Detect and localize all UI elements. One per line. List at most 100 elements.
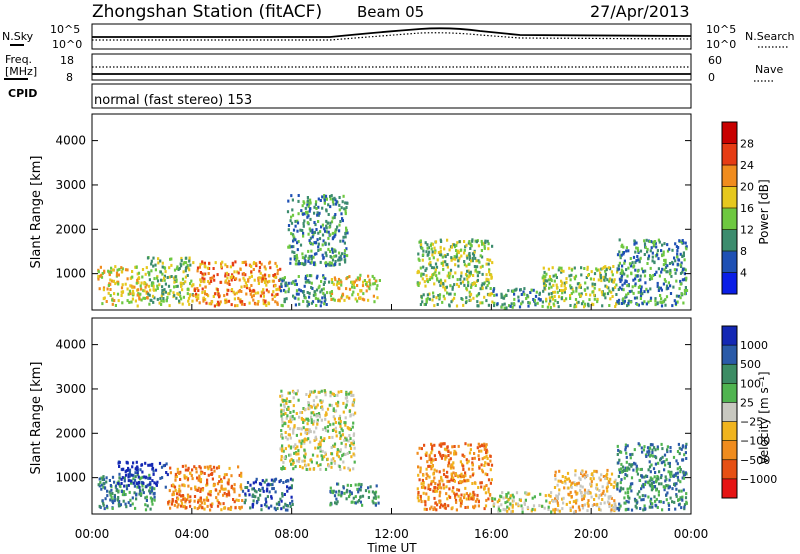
power-data-cell — [417, 284, 420, 287]
power-data-cell — [137, 281, 140, 285]
velocity-data-cell — [306, 428, 309, 432]
velocity-data-cell — [117, 502, 120, 506]
velocity-data-cell — [292, 467, 295, 471]
xtick-label: 04:00 — [175, 527, 210, 541]
power-data-cell — [306, 291, 309, 294]
velocity-data-cell — [674, 474, 677, 478]
velocity-data-cell — [230, 474, 233, 478]
velocity-data-cell — [613, 502, 616, 506]
velocity-data-cell — [653, 495, 656, 499]
power-data-cell — [292, 245, 295, 249]
power-data-cell — [423, 280, 426, 284]
velocity-data-cell — [110, 495, 113, 499]
velocity-data-cell — [346, 483, 349, 487]
velocity-data-cell — [167, 502, 170, 506]
power-data-cell — [311, 235, 314, 239]
velocity-data-cell — [265, 504, 268, 508]
velocity-data-cell — [141, 484, 144, 488]
velocity-data-cell — [307, 463, 310, 467]
velocity-data-cell — [285, 479, 288, 483]
power-data-cell — [175, 285, 178, 288]
velocity-data-cell — [374, 503, 377, 507]
power-data-cell — [366, 284, 369, 288]
velocity-data-cell — [198, 476, 201, 480]
velocity-data-cell — [139, 468, 142, 472]
power-colorbar-swatch — [722, 208, 737, 230]
power-data-cell — [363, 279, 366, 282]
velocity-data-cell — [121, 468, 124, 472]
power-colorbar-tick-label: 20 — [740, 181, 754, 194]
velocity-data-cell — [213, 469, 216, 473]
power-data-cell — [369, 283, 372, 287]
velocity-data-cell — [371, 490, 374, 494]
velocity-data-cell — [617, 474, 620, 478]
velocity-data-cell — [477, 454, 480, 458]
velocity-data-cell — [280, 429, 283, 432]
velocity-data-cell — [612, 505, 615, 509]
power-data-cell — [351, 285, 354, 289]
velocity-data-cell — [127, 475, 130, 479]
power-data-cell — [169, 289, 172, 293]
power-data-cell — [634, 282, 637, 286]
power-data-cell — [245, 263, 248, 267]
power-data-cell — [294, 238, 297, 242]
power-ylabel: Slant Range [km] — [29, 156, 44, 269]
power-data-cell — [547, 278, 550, 282]
power-data-cell — [593, 286, 596, 290]
power-data-cell — [259, 294, 262, 298]
power-data-cell — [248, 301, 251, 305]
power-data-cell — [437, 251, 440, 254]
velocity-data-cell — [624, 508, 627, 512]
power-data-cell — [337, 277, 341, 281]
velocity-data-cell — [364, 489, 368, 493]
power-colorbar-swatch — [722, 122, 737, 144]
power-data-cell — [348, 296, 351, 300]
velocity-data-cell — [574, 483, 577, 487]
velocity-data-cell — [270, 504, 273, 508]
velocity-data-cell — [319, 449, 322, 453]
velocity-data-cell — [220, 480, 223, 484]
nave-tick-bottom: 0 — [708, 71, 715, 84]
power-data-cell — [647, 300, 650, 304]
velocity-data-cell — [222, 487, 225, 491]
velocity-data-cell — [441, 504, 445, 508]
velocity-data-cell — [304, 431, 307, 435]
velocity-data-cell — [427, 495, 430, 499]
velocity-data-cell — [477, 486, 480, 489]
velocity-data-cell — [335, 434, 338, 438]
power-data-cell — [629, 257, 632, 260]
power-data-cell — [640, 292, 643, 296]
power-data-cell — [675, 268, 678, 272]
power-data-cell — [238, 299, 241, 303]
power-data-cell — [617, 264, 620, 268]
velocity-data-cell — [292, 404, 295, 408]
power-data-cell — [156, 284, 159, 288]
velocity-data-cell — [456, 488, 459, 492]
power-data-cell — [345, 295, 348, 299]
power-data-cell — [329, 291, 332, 295]
velocity-data-cell — [241, 489, 245, 493]
velocity-data-cell — [313, 419, 316, 423]
power-data-cell — [483, 246, 486, 250]
velocity-data-cell — [324, 467, 328, 471]
power-data-cell — [503, 302, 506, 306]
power-data-cell — [417, 270, 420, 274]
power-data-cell — [646, 250, 649, 254]
velocity-data-cell — [111, 507, 114, 510]
power-data-cell — [187, 266, 190, 270]
velocity-data-cell — [215, 466, 219, 470]
velocity-data-cell — [319, 399, 322, 403]
power-data-cell — [438, 296, 441, 300]
power-data-cell — [453, 283, 456, 287]
power-data-cell — [335, 200, 338, 204]
velocity-data-cell — [428, 475, 431, 479]
power-data-cell — [668, 262, 672, 265]
power-data-cell — [481, 242, 484, 246]
power-data-cell — [662, 300, 665, 304]
power-data-cell — [476, 265, 479, 269]
velocity-data-cell — [281, 449, 284, 453]
velocity-data-cell — [636, 492, 639, 496]
velocity-data-cell — [656, 475, 659, 478]
velocity-data-cell — [557, 504, 560, 507]
power-data-cell — [273, 295, 276, 298]
